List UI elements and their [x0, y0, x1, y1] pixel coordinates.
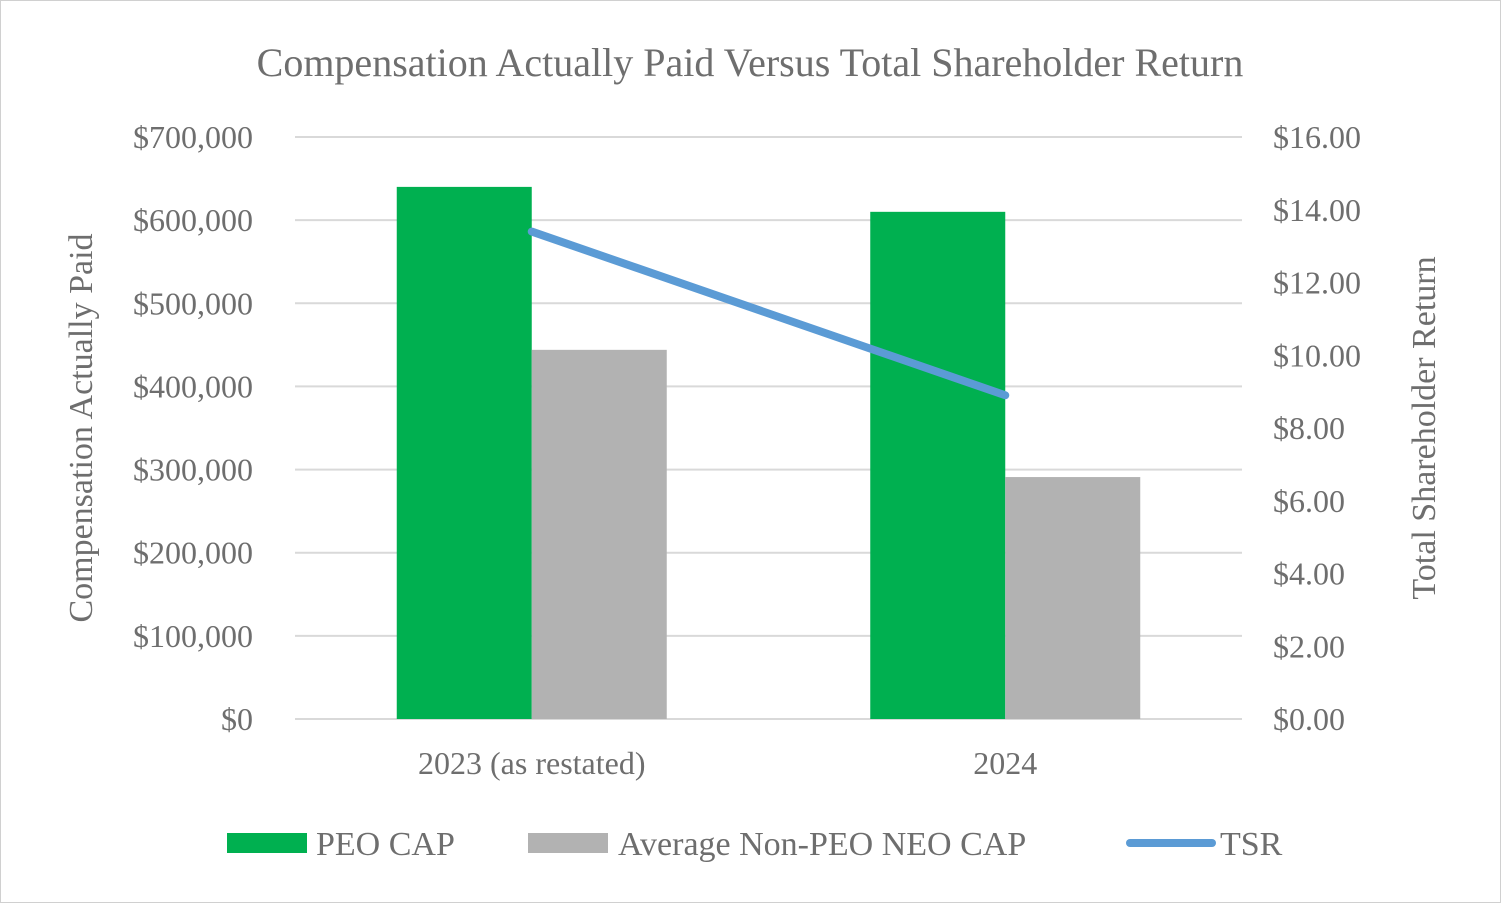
left-tick-label: $700,000 [133, 119, 253, 155]
left-tick-label: $0 [221, 701, 253, 737]
left-tick-label: $200,000 [133, 535, 253, 571]
left-tick-label: $400,000 [133, 368, 253, 404]
bar-average-non-peo-neo-cap-0 [531, 349, 667, 719]
legend-label-tsr: TSR [1220, 826, 1283, 863]
category-label: 2023 (as restated) [418, 745, 645, 781]
category-label: 2024 [973, 745, 1037, 781]
right-tick-label: $2.00 [1273, 628, 1345, 664]
line-marks [527, 227, 1010, 400]
legend: PEO CAP Average Non-PEO NEO CAP TSR [227, 826, 1283, 863]
category-axis-labels: 2023 (as restated) 2024 [418, 745, 1037, 781]
left-tick-label: $600,000 [133, 202, 253, 238]
left-tick-label: $100,000 [133, 618, 253, 654]
bar-marks [396, 186, 1141, 720]
right-axis-ticks: $0.00 $2.00 $4.00 $6.00 $8.00 $10.00 $12.00 $14… [1273, 119, 1361, 737]
bar-peo-cap-0 [396, 186, 532, 719]
legend-label-peo-cap: PEO CAP [316, 826, 455, 863]
right-tick-label: $8.00 [1273, 410, 1345, 446]
left-tick-label: $500,000 [133, 285, 253, 321]
right-tick-label: $10.00 [1273, 337, 1361, 373]
left-axis-title: Compensation Actually Paid [63, 233, 100, 622]
right-tick-label: $4.00 [1273, 556, 1345, 592]
right-tick-label: $16.00 [1273, 119, 1361, 155]
left-axis-ticks: $0 $100,000 $200,000 $300,000 $400,000 $500,0… [133, 119, 253, 737]
right-tick-label: $0.00 [1273, 701, 1345, 737]
chart-title: Compensation Actually Paid Versus Total … [257, 40, 1244, 85]
legend-label-non-peo-cap: Average Non-PEO NEO CAP [618, 826, 1026, 863]
line-tsr [527, 227, 1010, 400]
bar-peo-cap-1 [870, 211, 1006, 720]
bar-average-non-peo-neo-cap-1 [1005, 477, 1141, 719]
left-tick-label: $300,000 [133, 452, 253, 488]
legend-swatch-non-peo-cap [528, 833, 608, 853]
right-tick-label: $6.00 [1273, 483, 1345, 519]
right-tick-label: $14.00 [1273, 192, 1361, 228]
right-axis-title: Total Shareholder Return [1406, 256, 1443, 599]
legend-swatch-peo-cap [227, 833, 307, 853]
right-tick-label: $12.00 [1273, 265, 1361, 301]
